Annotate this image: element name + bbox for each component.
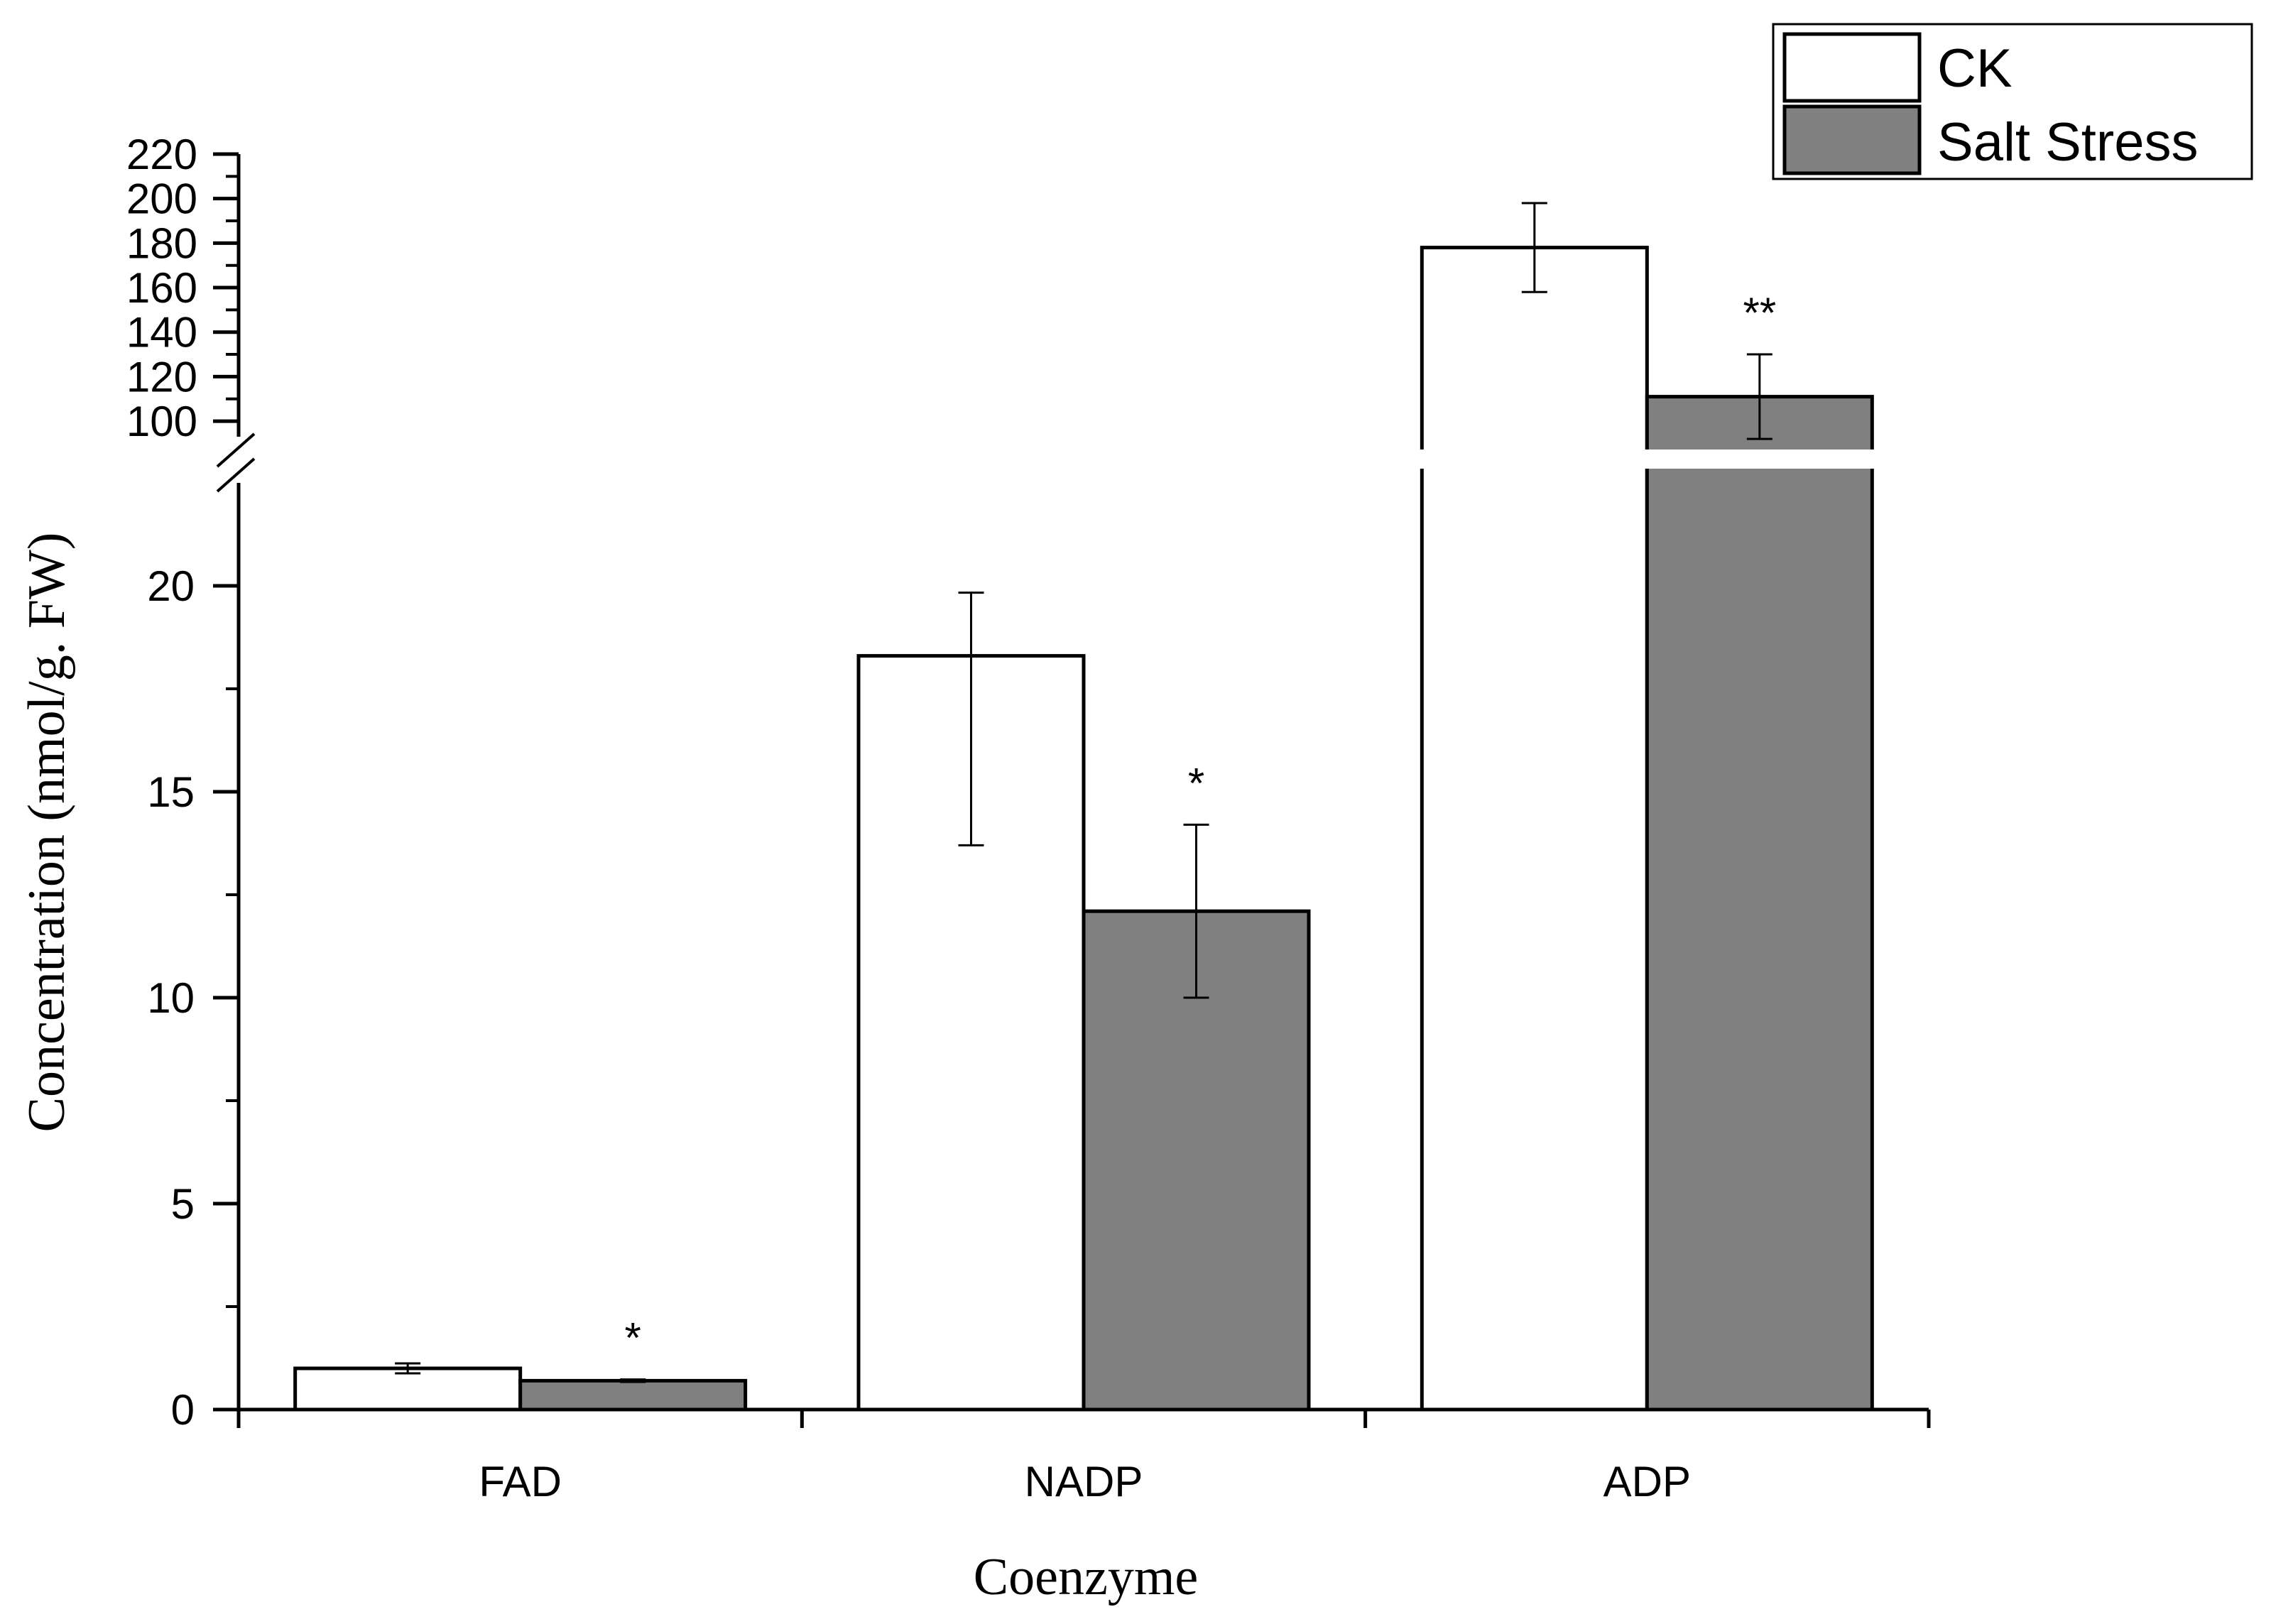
y-tick-label: 100 <box>126 398 197 445</box>
y-tick-label: 10 <box>147 974 195 1022</box>
y-tick-label: 140 <box>126 309 197 356</box>
axis-break-mark <box>216 432 256 493</box>
legend-swatch-salt-stress <box>1782 104 1922 175</box>
bar-salt-stress-adp <box>1645 395 1874 1412</box>
error-bar <box>958 592 984 846</box>
error-bars-layer: **** <box>395 202 1776 1383</box>
axis-break-slash-top <box>216 432 256 468</box>
y-tick-label: 180 <box>126 219 197 267</box>
x-tick-label: ADP <box>1603 1458 1691 1505</box>
axis-break-gap <box>1417 449 1652 469</box>
axis-break-gap <box>1643 449 1877 469</box>
significance-marker: * <box>1188 759 1204 807</box>
y-tick-label: 5 <box>171 1180 195 1228</box>
error-bar <box>620 1378 646 1383</box>
bar-salt-stress-fad <box>518 1378 748 1412</box>
legend: CK Salt Stress <box>1772 23 2253 180</box>
significance-marker: ** <box>1743 289 1776 337</box>
y-tick-label: 160 <box>126 264 197 312</box>
legend-label-salt-stress: Salt Stress <box>1937 112 2198 173</box>
error-bar <box>1746 353 1772 440</box>
x-tick-label: NADP <box>1025 1458 1143 1505</box>
y-tick-label: 0 <box>171 1386 195 1434</box>
y-tick-label: 120 <box>126 353 197 400</box>
bar-ck-fad <box>293 1366 523 1412</box>
error-bar <box>395 1362 421 1375</box>
bars-layer <box>293 246 1877 1412</box>
y-tick-label: 220 <box>126 131 197 178</box>
x-tick-label: FAD <box>479 1458 562 1505</box>
axis-break-slash-bottom <box>216 457 256 493</box>
x-axis-title: Coenzyme <box>974 1548 1198 1606</box>
y-axis-title: Concentration (nmol/g. FW) <box>18 533 76 1133</box>
y-tick-label: 15 <box>147 768 195 816</box>
error-bar <box>1183 823 1209 999</box>
labels-layer: Coenzyme Concentration (nmol/g. FW) <box>18 533 1198 1606</box>
y-tick-label: 200 <box>126 175 197 223</box>
bar-ck-adp <box>1420 246 1649 1412</box>
error-bar <box>1521 202 1547 293</box>
legend-label-ck: CK <box>1937 38 2013 99</box>
legend-swatch-ck <box>1782 32 1922 103</box>
y-tick-label: 20 <box>147 562 195 610</box>
significance-marker: * <box>624 1314 641 1362</box>
